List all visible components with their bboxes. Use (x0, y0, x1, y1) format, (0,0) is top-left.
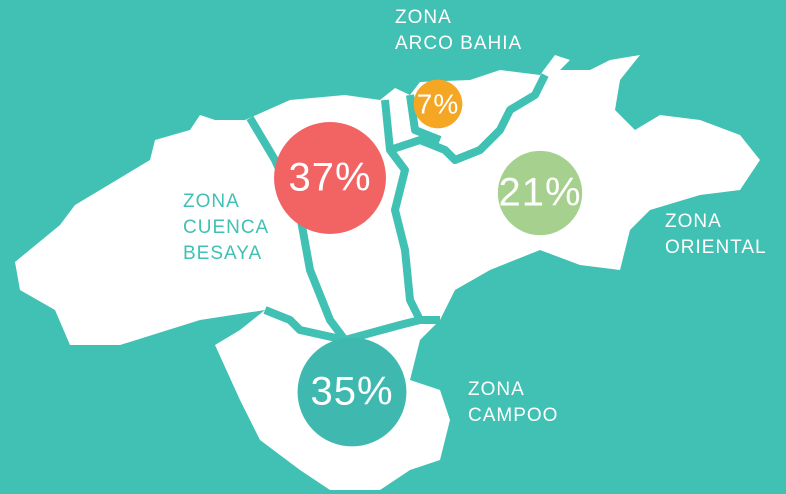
border (388, 73, 549, 164)
border (406, 94, 442, 144)
zone-bubble (413, 79, 463, 129)
border (246, 115, 349, 343)
zone-label: ORIENTAL (665, 237, 767, 258)
borders (246, 73, 549, 344)
zone-bubble (274, 122, 386, 234)
zone-label: ZONA (183, 191, 240, 212)
zone-label: ZONA (395, 7, 452, 28)
zone-value: 37% (288, 156, 371, 200)
zone-bubble (297, 337, 407, 447)
zone-bubble (497, 150, 583, 236)
zone-value: 7% (417, 88, 459, 119)
zone-label: ZONA (468, 379, 525, 400)
zone-label: BESAYA (183, 243, 262, 264)
zone-label: ZONA (665, 211, 722, 232)
zone-value: 21% (498, 171, 581, 215)
zone-value: 35% (310, 370, 393, 414)
zone-label: CUENCA (183, 217, 269, 238)
zone-label: CAMPOO (468, 405, 558, 426)
border (263, 306, 421, 344)
zone-label: ARCO BAHIA (395, 33, 522, 54)
land (15, 55, 760, 490)
